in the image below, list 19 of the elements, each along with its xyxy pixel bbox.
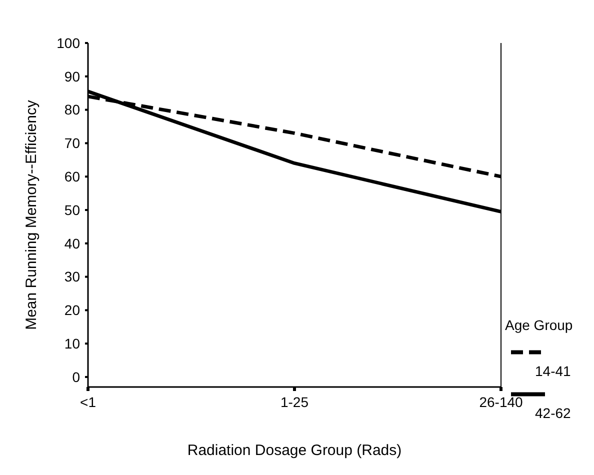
y-tick-label: 60 xyxy=(64,168,80,184)
y-tick-label: 100 xyxy=(56,34,80,51)
y-axis-title: Mean Running Memory--Efficiency xyxy=(23,100,40,330)
y-tick-label: 80 xyxy=(64,102,80,118)
x-tick-label: <1 xyxy=(80,394,96,410)
y-tick-label: 70 xyxy=(64,135,80,152)
y-tick-label: 0 xyxy=(72,368,80,385)
y-tick-label: 40 xyxy=(64,235,80,252)
x-axis-title: Radiation Dosage Group (Rads) xyxy=(187,442,402,459)
legend-title: Age Group xyxy=(505,317,573,334)
y-tick-label: 10 xyxy=(64,335,80,352)
x-tick-label: 1-25 xyxy=(280,394,309,410)
legend-label: 42-62 xyxy=(535,405,572,422)
y-tick-label: 30 xyxy=(64,268,80,285)
x-tick-label: 26-140 xyxy=(479,394,524,410)
y-tick-label: 20 xyxy=(64,302,80,318)
y-tick-label: 50 xyxy=(64,202,80,218)
legend-label: 14-41 xyxy=(535,363,572,380)
y-tick-label: 90 xyxy=(64,68,80,84)
